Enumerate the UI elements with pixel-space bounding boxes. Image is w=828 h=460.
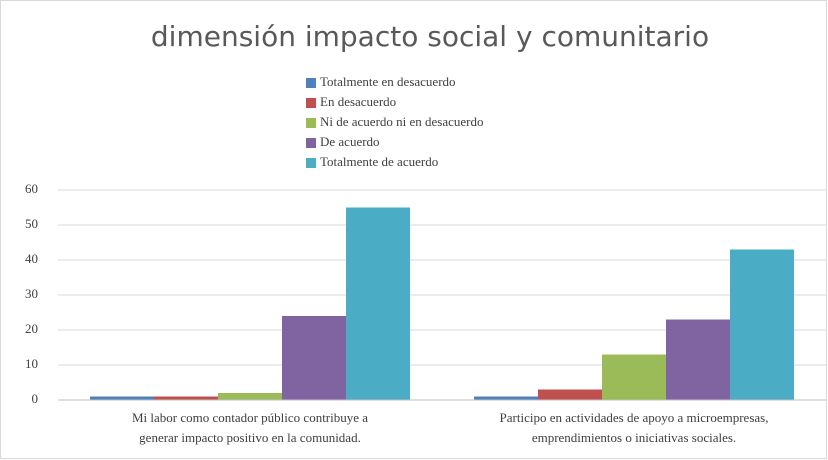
bar [154, 396, 218, 400]
y-tick-label: 10 [25, 356, 38, 371]
legend-label: Ni de acuerdo ni en desacuerdo [320, 114, 484, 129]
y-tick-label: 0 [32, 391, 39, 406]
y-tick-label: 20 [25, 321, 38, 336]
x-tick-label: Mi labor como contador público contribuy… [132, 410, 368, 425]
legend-swatch [306, 118, 316, 128]
y-tick-label: 50 [25, 216, 38, 231]
x-tick-label: Participo en actividades de apoyo a micr… [500, 410, 769, 425]
legend-label: De acuerdo [320, 134, 380, 149]
y-tick-label: 60 [25, 181, 38, 196]
x-tick-label: emprendimientos o iniciativas sociales. [532, 430, 736, 445]
legend-swatch [306, 98, 316, 108]
legend-swatch [306, 78, 316, 88]
bar [602, 354, 666, 400]
bar [346, 207, 410, 400]
legend-label: Totalmente de acuerdo [320, 154, 438, 169]
bar [282, 316, 346, 400]
chart-title: dimensión impacto social y comunitario [151, 20, 709, 53]
bar [538, 389, 602, 400]
y-tick-label: 30 [25, 286, 38, 301]
bar [90, 396, 154, 400]
bar [474, 396, 538, 400]
legend-swatch [306, 138, 316, 148]
legend-label: Totalmente en desacuerdo [320, 74, 456, 89]
legend-label: En desacuerdo [320, 94, 396, 109]
y-tick-label: 40 [25, 251, 38, 266]
bar [666, 319, 730, 400]
x-tick-label: generar impacto positivo en la comunidad… [139, 430, 361, 445]
bar [730, 249, 794, 400]
legend-swatch [306, 158, 316, 168]
bar [218, 393, 282, 400]
